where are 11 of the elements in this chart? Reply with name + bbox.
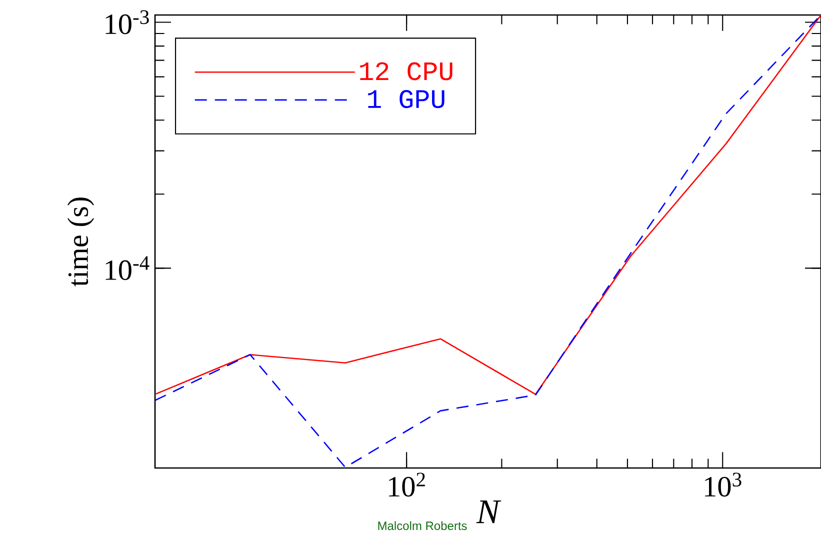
y-axis-title: time (s)	[67, 198, 94, 286]
y-tick-label: 10$^{-4}$	[106, 256, 150, 280]
x-tick-label: 10$^{3}$	[705, 472, 742, 497]
text: Malcolm Roberts	[378, 521, 467, 530]
y-tick-label: 10$^{-3}$	[106, 10, 149, 34]
x-tick-label: 10$^{2}$	[388, 472, 425, 497]
text: 12 CPU	[360, 62, 452, 80]
line-series	[155, 15, 821, 468]
text: 1 GPU	[368, 90, 444, 108]
line-series	[155, 15, 821, 395]
x-axis-title: N	[476, 500, 502, 524]
